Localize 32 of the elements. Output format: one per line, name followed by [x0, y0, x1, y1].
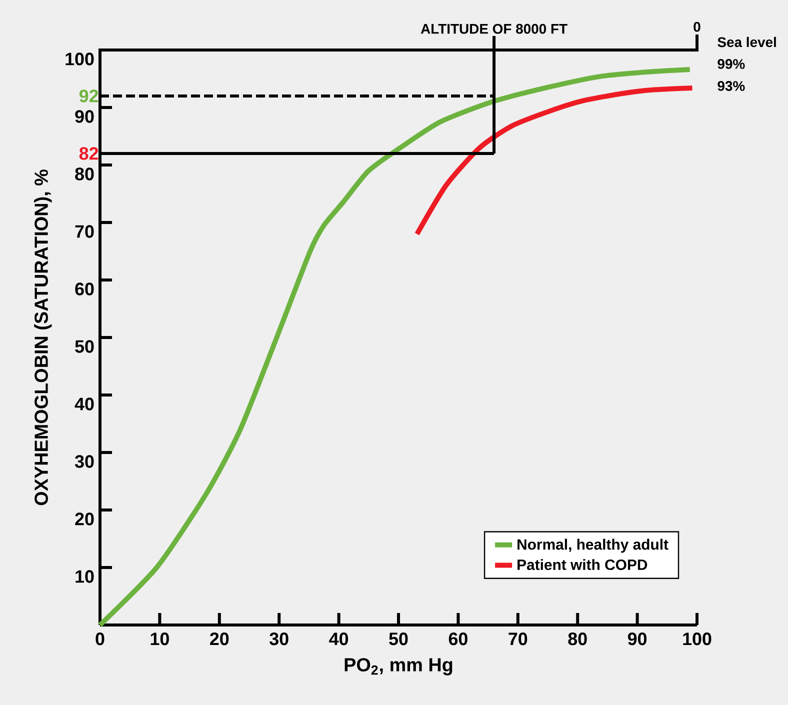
ref-line-label: ALTITUDE OF 8000 FT: [420, 24, 568, 34]
y-tick-label: 60: [75, 282, 94, 296]
legend-label: Normal, healthy adult: [518, 538, 668, 553]
text: 99%: [718, 59, 745, 69]
x-tick-label: 60: [448, 632, 468, 646]
x-tick-label: 90: [628, 632, 647, 646]
y-axis-title: OXYHEMOGLOBIN (SATURATION), %: [34, 170, 52, 506]
x-tick-label: 50: [389, 632, 408, 646]
x-axis-title: PO$_{2}$, mm Hg: [344, 658, 452, 676]
x-tick-label: 10: [150, 632, 169, 646]
text: 93%: [718, 81, 745, 91]
legend-label: Patient with COPD: [518, 559, 648, 570]
y-tick-label: 10: [76, 570, 94, 583]
x-tick-label: 30: [270, 632, 288, 646]
x-tick-label: 100: [683, 632, 712, 646]
x-tick-label: 0: [96, 632, 104, 646]
ref-line-label: 82: [79, 147, 98, 160]
y-tick-label: 90: [75, 110, 94, 123]
ref-line-label: 92: [79, 90, 98, 102]
x-tick-label: 80: [568, 632, 587, 646]
y-tick-label: 70: [75, 225, 94, 238]
y-tick-label: 80: [75, 168, 94, 180]
y-tick-label: 40: [74, 398, 94, 410]
x-tick-label: 70: [508, 632, 528, 646]
y-tick-label: 50: [75, 340, 94, 353]
text: Sea level: [718, 36, 776, 48]
y-tick-label: 20: [75, 512, 94, 526]
text: 0: [694, 22, 700, 32]
x-tick-label: 20: [210, 632, 229, 646]
y-tick-label: 100: [66, 52, 94, 66]
x-tick-label: 40: [329, 632, 348, 646]
y-tick-label: 30: [74, 455, 94, 468]
